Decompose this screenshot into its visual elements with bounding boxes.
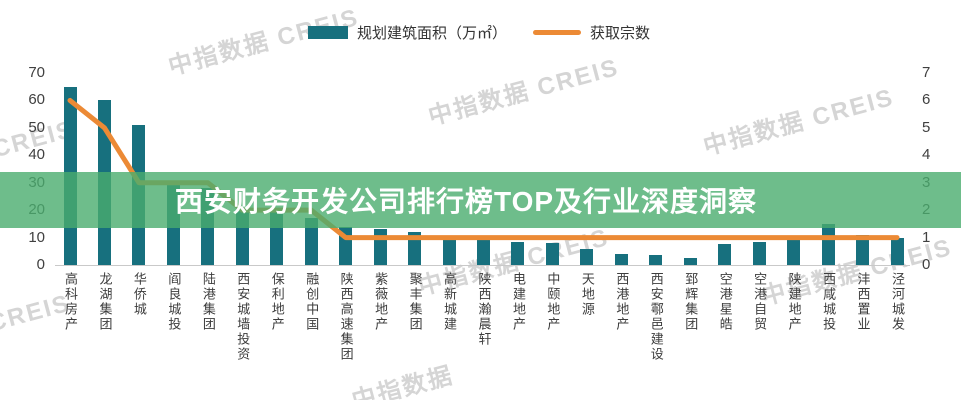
bar-中颐地产 xyxy=(545,243,559,265)
bar-西安鄠邑建设 xyxy=(649,255,663,265)
x-axis-label: 保利地产 xyxy=(269,272,285,332)
x-axis-label: 紫薇地产 xyxy=(373,272,389,332)
x-axis-label: 郅辉集团 xyxy=(683,272,699,332)
plot-area xyxy=(55,73,910,266)
legend-bar-label: 规划建筑面积（万㎡） xyxy=(357,25,508,42)
x-axis-label: 陕西高速集团 xyxy=(338,272,354,362)
x-axis-label: 陆港集团 xyxy=(200,272,216,332)
bar-沣西置业 xyxy=(856,234,870,265)
x-axis-label: 沣西置业 xyxy=(855,272,871,332)
legend-line-swatch-icon xyxy=(533,30,582,35)
x-axis-label: 西咸城投 xyxy=(821,272,837,332)
bar-天地源 xyxy=(580,248,594,265)
bar-西港地产 xyxy=(614,254,628,265)
y-left-tick-40: 40 xyxy=(28,146,45,164)
x-axis-label: 聚丰集团 xyxy=(407,272,423,332)
bar-陕西瀚晨轩 xyxy=(477,237,490,265)
watermark: 中指数据 xyxy=(349,361,457,400)
y-left-tick-0: 0 xyxy=(36,256,45,273)
y-left-tick-70: 70 xyxy=(28,64,45,81)
x-axis-label: 西安鄠邑建设 xyxy=(648,272,664,362)
bar-空港自贸 xyxy=(752,241,766,265)
y-left-tick-60: 60 xyxy=(28,91,45,109)
y-right-tick-5: 5 xyxy=(922,118,931,136)
line-series xyxy=(67,97,900,241)
bar-郅辉集团 xyxy=(683,258,697,265)
x-axis-label: 华侨城 xyxy=(131,272,147,317)
x-axis-label: 陕建地产 xyxy=(786,272,802,332)
y-right-tick-7: 7 xyxy=(922,64,931,81)
y-left-tick-10: 10 xyxy=(28,228,45,246)
bar-聚丰集团 xyxy=(408,232,422,265)
bar-西咸城投 xyxy=(821,223,835,265)
bar-高新城建 xyxy=(442,236,456,265)
y-left-tick-50: 50 xyxy=(28,118,45,136)
x-axis-label: 西安城墙投资 xyxy=(235,272,251,362)
bar-空港星皓 xyxy=(718,244,732,265)
x-axis-label: 中颐地产 xyxy=(545,272,561,332)
y-right-tick-6: 6 xyxy=(922,91,931,109)
banner-title: 西安财务开发公司排行榜TOP及行业深度洞察 xyxy=(175,186,758,217)
x-axis-label: 阎良城投 xyxy=(166,272,182,332)
legend-line-label: 获取宗数 xyxy=(590,25,651,42)
x-axis-label: 空港星皓 xyxy=(717,272,733,332)
x-axis-label: 高科房产 xyxy=(63,272,78,332)
title-banner: 西安财务开发公司排行榜TOP及行业深度洞察 xyxy=(0,172,961,228)
x-axis-label: 泾河城发 xyxy=(890,272,905,332)
x-axis-label: 高新城建 xyxy=(442,272,458,332)
x-axis-label: 空港自贸 xyxy=(752,272,768,332)
y-right-tick-0: 0 xyxy=(922,256,931,273)
x-axis-label: 天地源 xyxy=(579,272,595,317)
x-axis-label: 西港地产 xyxy=(614,272,630,332)
x-axis-label: 融创中国 xyxy=(304,272,320,332)
bar-陕建地产 xyxy=(787,240,801,265)
bar-融创中国 xyxy=(304,218,318,265)
x-axis-label: 电建地产 xyxy=(510,272,526,332)
y-right-tick-1: 1 xyxy=(922,228,931,246)
y-right-tick-4: 4 xyxy=(922,146,931,164)
bar-电建地产 xyxy=(511,241,525,265)
x-axis-label: 陕西瀚晨轩 xyxy=(476,272,492,347)
bar-泾河城发 xyxy=(890,237,904,265)
legend: 规划建筑面积（万㎡） 获取宗数 xyxy=(308,22,650,43)
legend-bar-swatch-icon xyxy=(308,26,348,39)
x-axis-label: 龙湖集团 xyxy=(97,272,113,332)
